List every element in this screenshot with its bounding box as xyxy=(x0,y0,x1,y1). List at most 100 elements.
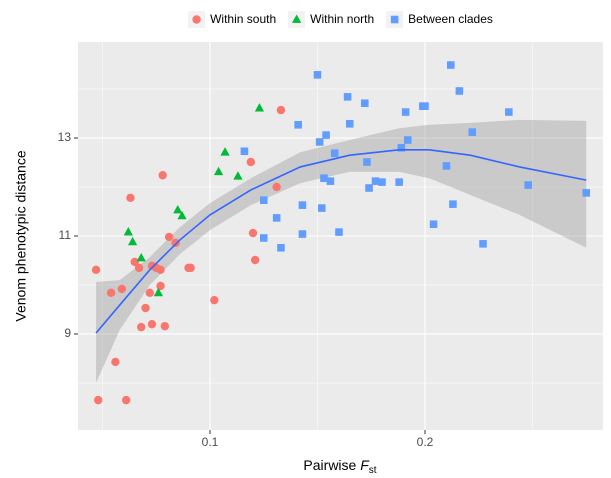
circle-marker xyxy=(276,105,286,115)
square-marker xyxy=(449,200,457,208)
circle-marker xyxy=(248,228,258,238)
square-marker xyxy=(505,108,513,116)
smooth-line xyxy=(95,148,587,334)
square-marker xyxy=(363,158,371,166)
square-marker xyxy=(524,181,532,189)
square-marker xyxy=(272,214,281,222)
legend-label: Between clades xyxy=(408,12,493,26)
circle-marker xyxy=(141,303,150,313)
square-marker xyxy=(397,144,406,152)
legend-item: Within north xyxy=(288,11,374,28)
square-marker xyxy=(318,204,326,212)
circle-marker xyxy=(164,232,174,242)
triangle-marker xyxy=(136,253,146,262)
square-marker xyxy=(259,234,268,242)
square-marker xyxy=(365,184,373,192)
square-marker xyxy=(390,15,399,24)
square-marker xyxy=(259,196,268,205)
x-label-subscript: st xyxy=(369,465,377,476)
circle-marker xyxy=(111,357,120,367)
marks xyxy=(91,61,591,405)
circle-marker xyxy=(145,288,155,298)
square-marker xyxy=(315,138,324,146)
triangle-marker xyxy=(123,227,133,236)
triangle-marker xyxy=(177,210,187,220)
triangle-marker xyxy=(292,14,302,23)
circle-marker xyxy=(137,322,146,332)
square-marker xyxy=(313,71,322,79)
circle-marker xyxy=(192,15,201,24)
x-tick-label: 0.2 xyxy=(417,435,434,449)
y-tick-label: 11 xyxy=(59,228,72,242)
square-marker xyxy=(455,87,464,95)
x-label-text: Pairwise xyxy=(303,457,356,473)
square-marker xyxy=(582,189,591,197)
triangle-marker xyxy=(127,236,138,246)
y-axis-title: Venom phenotypic distance xyxy=(13,150,29,321)
square-marker xyxy=(320,174,328,182)
circle-marker xyxy=(94,395,103,405)
square-marker xyxy=(343,93,352,101)
square-marker xyxy=(447,61,455,69)
legend-item: Between clades xyxy=(386,11,493,28)
circle-marker xyxy=(156,265,165,275)
square-marker xyxy=(468,128,477,136)
circle-marker xyxy=(130,257,139,267)
square-marker xyxy=(240,147,249,156)
circle-marker xyxy=(210,295,219,305)
square-marker xyxy=(335,228,343,236)
legend: Within south Within north Between clades xyxy=(188,11,493,28)
square-marker xyxy=(442,162,451,170)
square-marker xyxy=(330,149,339,157)
circle-marker xyxy=(186,263,195,273)
axes: 9 11 13 0.1 0.2 xyxy=(58,130,434,449)
square-marker xyxy=(298,230,307,238)
square-marker xyxy=(421,102,429,110)
square-marker xyxy=(322,131,330,139)
square-marker xyxy=(404,136,412,144)
square-marker xyxy=(429,220,438,229)
circle-marker xyxy=(171,238,180,248)
triangle-marker xyxy=(254,103,265,112)
square-marker xyxy=(401,108,410,116)
square-marker xyxy=(395,178,403,186)
circle-marker xyxy=(126,193,135,202)
square-marker xyxy=(371,177,380,185)
square-marker xyxy=(277,243,285,252)
y-tick-label: 13 xyxy=(58,130,72,144)
circle-marker xyxy=(246,157,256,167)
legend-label: Within north xyxy=(310,12,374,26)
circle-marker xyxy=(121,395,131,405)
confidence-band xyxy=(96,119,587,383)
circle-marker xyxy=(160,321,170,331)
square-marker xyxy=(345,120,354,128)
square-marker xyxy=(361,99,369,108)
legend-label: Within south xyxy=(210,12,276,26)
triangle-marker xyxy=(233,171,243,180)
y-tick-label: 9 xyxy=(64,326,71,340)
circle-marker xyxy=(134,263,144,273)
triangle-marker xyxy=(173,204,183,214)
circle-marker xyxy=(106,288,116,298)
legend-item: Within south xyxy=(188,11,276,28)
x-label-symbol: F xyxy=(360,457,370,473)
square-marker xyxy=(378,178,386,186)
triangle-marker xyxy=(213,166,224,176)
circle-marker xyxy=(156,281,165,291)
triangle-marker xyxy=(220,147,230,156)
square-marker xyxy=(479,240,487,248)
circle-marker xyxy=(272,182,281,192)
x-tick-label: 0.1 xyxy=(202,435,219,449)
circle-marker xyxy=(250,255,260,265)
x-axis-title: Pairwise Fst xyxy=(303,457,376,476)
circle-marker xyxy=(117,284,127,294)
square-marker xyxy=(298,201,307,209)
circle-marker xyxy=(147,319,157,329)
circle-marker xyxy=(158,171,167,180)
square-marker xyxy=(326,177,335,185)
circle-marker xyxy=(91,265,101,275)
triangle-marker xyxy=(153,287,164,297)
band-layer xyxy=(96,119,587,383)
square-marker xyxy=(294,121,302,129)
